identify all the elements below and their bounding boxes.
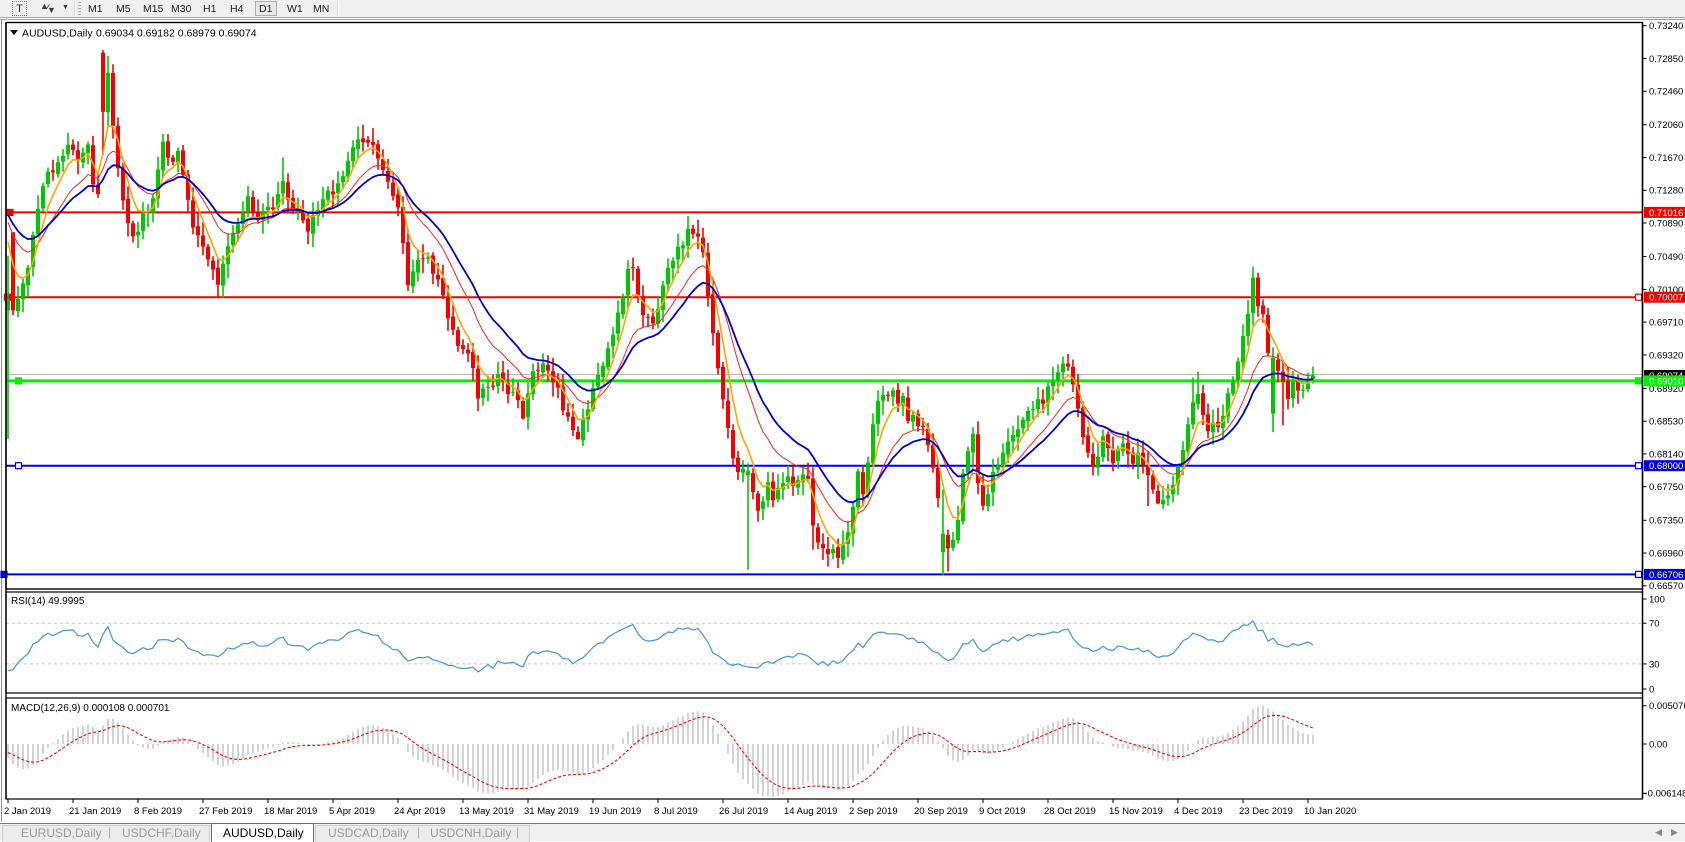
svg-text:26 Jul 2019: 26 Jul 2019 (719, 806, 768, 817)
svg-text:0.70490: 0.70490 (1649, 252, 1683, 263)
svg-text:0.69320: 0.69320 (1649, 350, 1683, 361)
svg-text:21 Jan 2019: 21 Jan 2019 (69, 806, 121, 817)
svg-text:0.73240: 0.73240 (1649, 21, 1683, 32)
svg-text:15 Nov 2019: 15 Nov 2019 (1109, 806, 1163, 817)
svg-text:0.71670: 0.71670 (1649, 153, 1683, 164)
svg-text:0.68000: 0.68000 (1649, 461, 1683, 472)
svg-text:14 Aug 2019: 14 Aug 2019 (784, 806, 837, 817)
svg-text:AUDUSD,Daily: AUDUSD,Daily (22, 28, 93, 40)
svg-text:0.69710: 0.69710 (1649, 318, 1683, 329)
svg-text:24 Apr 2019: 24 Apr 2019 (394, 806, 445, 817)
svg-text:0.66960: 0.66960 (1649, 548, 1683, 559)
svg-text:18 Mar 2019: 18 Mar 2019 (264, 806, 317, 817)
svg-text:0.66570: 0.66570 (1649, 581, 1683, 592)
svg-text:13 May 2019: 13 May 2019 (459, 806, 514, 817)
svg-text:70: 70 (1649, 619, 1660, 630)
svg-text:10 Jan 2020: 10 Jan 2020 (1304, 806, 1356, 817)
svg-text:19 Jun 2019: 19 Jun 2019 (589, 806, 641, 817)
svg-text:0.72460: 0.72460 (1649, 87, 1683, 98)
svg-text:23 Dec 2019: 23 Dec 2019 (1239, 806, 1293, 817)
svg-text:0.72850: 0.72850 (1649, 54, 1683, 65)
svg-text:100: 100 (1649, 594, 1665, 605)
svg-text:MACD(12,26,9) 0.000108 0.00070: MACD(12,26,9) 0.000108 0.000701 (11, 703, 170, 714)
svg-text:0.68140: 0.68140 (1649, 449, 1683, 460)
svg-text:0.67750: 0.67750 (1649, 482, 1683, 493)
svg-text:8 Feb 2019: 8 Feb 2019 (134, 806, 182, 817)
svg-text:0.69010: 0.69010 (1649, 376, 1683, 387)
svg-text:5 Apr 2019: 5 Apr 2019 (329, 806, 375, 817)
svg-text:0.66706: 0.66706 (1649, 570, 1683, 581)
svg-text:4 Dec 2019: 4 Dec 2019 (1174, 806, 1223, 817)
svg-text:0.71016: 0.71016 (1649, 208, 1683, 219)
svg-text:RSI(14) 49.9995: RSI(14) 49.9995 (11, 596, 85, 607)
svg-text:2 Jan 2019: 2 Jan 2019 (4, 806, 51, 817)
svg-text:9 Oct 2019: 9 Oct 2019 (979, 806, 1025, 817)
svg-text:0.00: 0.00 (1649, 739, 1668, 750)
svg-text:0.70007: 0.70007 (1649, 293, 1683, 304)
svg-text:0.69034 0.69182 0.68979 0.6907: 0.69034 0.69182 0.68979 0.69074 (96, 28, 257, 40)
svg-text:0.005076: 0.005076 (1649, 701, 1685, 712)
svg-text:0.71280: 0.71280 (1649, 186, 1683, 197)
svg-text:27 Feb 2019: 27 Feb 2019 (199, 806, 252, 817)
svg-text:20 Sep 2019: 20 Sep 2019 (914, 806, 968, 817)
svg-text:8 Jul 2019: 8 Jul 2019 (654, 806, 698, 817)
svg-text:31 May 2019: 31 May 2019 (524, 806, 579, 817)
svg-text:0: 0 (1649, 684, 1654, 695)
svg-text:-0.006148: -0.006148 (1645, 789, 1685, 800)
svg-text:0.72060: 0.72060 (1649, 120, 1683, 131)
svg-text:0.68530: 0.68530 (1649, 417, 1683, 428)
svg-text:28 Oct 2019: 28 Oct 2019 (1044, 806, 1096, 817)
svg-text:30: 30 (1649, 659, 1660, 670)
svg-text:2 Sep 2019: 2 Sep 2019 (849, 806, 898, 817)
svg-text:0.70890: 0.70890 (1649, 218, 1683, 229)
svg-text:0.67350: 0.67350 (1649, 516, 1683, 527)
